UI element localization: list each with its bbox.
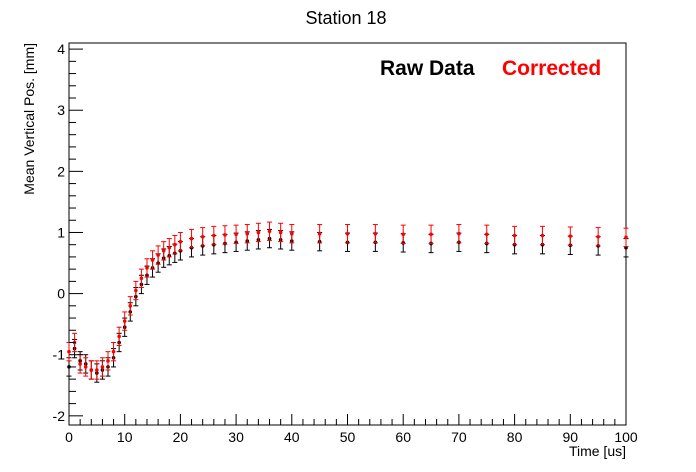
data-point <box>317 231 322 236</box>
data-point <box>278 230 283 235</box>
data-point <box>457 231 461 236</box>
x-tick-label-4: 40 <box>284 429 300 445</box>
data-point <box>540 233 545 238</box>
data-point <box>484 232 489 237</box>
data-point <box>150 258 155 262</box>
data-point <box>401 232 406 237</box>
y-tick-label-1: -1 <box>53 347 66 363</box>
data-point <box>89 368 94 372</box>
data-point <box>83 365 88 369</box>
x-tick-label-2: 20 <box>173 429 189 445</box>
y-tick-label-5: 3 <box>57 102 65 118</box>
data-point <box>145 266 149 270</box>
y-axis-label: Mean Vertical Pos. [mm] <box>21 43 37 195</box>
data-point <box>128 304 133 308</box>
data-point <box>212 233 216 238</box>
data-point <box>267 229 272 234</box>
x-tick-label-5: 50 <box>340 429 356 445</box>
x-tick-label-0: 0 <box>65 429 73 445</box>
data-point <box>429 232 433 237</box>
data-point <box>173 242 177 247</box>
data-point <box>568 234 573 238</box>
data-point <box>95 368 99 372</box>
legend-raw-data: Raw Data <box>380 57 475 80</box>
x-tick-label-3: 30 <box>228 429 244 445</box>
x-tick-label-7: 70 <box>451 429 467 445</box>
data-point <box>596 234 600 239</box>
data-point <box>106 359 110 363</box>
data-point <box>256 230 261 235</box>
legend-corrected: Corrected <box>502 57 601 80</box>
x-tick-label-10: 100 <box>614 429 638 445</box>
data-point <box>156 253 160 257</box>
data-point <box>624 235 628 240</box>
data-point <box>117 334 121 339</box>
data-point <box>290 231 294 236</box>
x-tick-label-6: 60 <box>395 429 411 445</box>
y-tick-label-4: 2 <box>57 163 65 179</box>
data-point <box>234 232 238 237</box>
data-point <box>167 245 172 250</box>
chart-title: Station 18 <box>305 8 386 28</box>
data-point <box>245 231 250 236</box>
y-tick-label-0: -2 <box>53 408 66 424</box>
data-point <box>223 233 227 237</box>
data-point <box>373 231 378 236</box>
data-point <box>345 231 350 236</box>
data-point <box>139 276 144 281</box>
data-point <box>512 233 517 238</box>
data-point <box>111 349 116 354</box>
series-layer <box>66 221 629 383</box>
y-tick-label-2: 0 <box>57 286 65 302</box>
x-axis-label: Time [us] <box>569 443 626 459</box>
y-tick-label-6: 4 <box>57 41 65 57</box>
data-point <box>100 365 105 369</box>
x-tick-label-8: 80 <box>507 429 523 445</box>
data-point <box>78 362 82 366</box>
y-tick-label-3: 1 <box>57 224 65 240</box>
data-point <box>200 234 205 239</box>
data-point <box>134 288 138 293</box>
data-point <box>67 349 71 354</box>
series-1 <box>66 221 629 380</box>
x-tick-label-9: 90 <box>563 429 579 445</box>
data-point <box>122 319 127 323</box>
data-point <box>189 236 194 241</box>
data-point <box>161 249 166 253</box>
series-0 <box>66 228 629 383</box>
x-tick-label-1: 10 <box>117 429 133 445</box>
data-point <box>178 239 183 244</box>
axis-layer: 0 10 20 30 40 50 60 70 80 90 100 -2 -1 0 1 2 3 4 <box>53 41 638 445</box>
